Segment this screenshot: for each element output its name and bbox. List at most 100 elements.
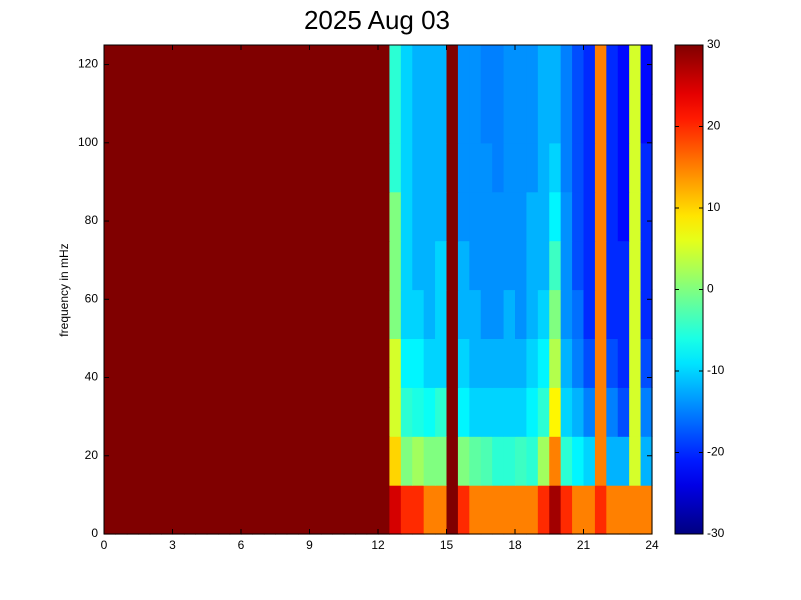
heatmap-cell <box>400 485 413 535</box>
heatmap-cell <box>583 338 596 388</box>
heatmap-cell <box>583 436 596 486</box>
heatmap-cell <box>366 142 379 193</box>
heatmap-cell <box>423 45 436 95</box>
heatmap-cell <box>275 142 288 193</box>
heatmap-cell <box>218 338 231 388</box>
heatmap-cell <box>480 191 493 242</box>
heatmap-cell <box>275 436 288 486</box>
heatmap-cell <box>366 436 379 486</box>
colorbar <box>675 45 703 534</box>
heatmap-cell <box>389 191 402 242</box>
heatmap-cell <box>640 45 653 95</box>
colorbar-tick-label: -10 <box>707 363 725 377</box>
heatmap-cell <box>594 338 607 388</box>
heatmap-cell <box>583 485 596 535</box>
heatmap-cell <box>275 191 288 242</box>
heatmap-cell <box>378 142 391 193</box>
heatmap-cell <box>594 485 607 535</box>
heatmap-cell <box>286 387 299 437</box>
heatmap-cell <box>583 191 596 242</box>
heatmap-cell <box>104 191 117 242</box>
heatmap-cell <box>229 142 242 193</box>
heatmap-cell <box>104 93 117 144</box>
heatmap-cell <box>457 436 470 486</box>
heatmap-cell <box>549 436 562 486</box>
heatmap-cell <box>172 45 185 95</box>
heatmap-cell <box>457 240 470 291</box>
heatmap-cell <box>389 289 402 339</box>
heatmap-cell <box>492 338 505 388</box>
heatmap-cell <box>640 289 653 339</box>
heatmap-cell <box>252 240 265 291</box>
heatmap-cell <box>446 436 459 486</box>
x-tick-label: 24 <box>645 538 659 552</box>
heatmap-cell <box>366 387 379 437</box>
heatmap-cell <box>423 93 436 144</box>
heatmap-cell <box>286 338 299 388</box>
heatmap-cell <box>195 289 208 339</box>
heatmap-cell <box>617 93 630 144</box>
heatmap-cell <box>503 45 516 95</box>
heatmap-cell <box>206 387 219 437</box>
heatmap-cell <box>115 289 128 339</box>
y-tick-label: 0 <box>91 526 98 540</box>
heatmap-cell <box>286 485 299 535</box>
heatmap-cell <box>457 338 470 388</box>
heatmap-cell <box>400 289 413 339</box>
heatmap-cell <box>172 485 185 535</box>
heatmap-cell <box>412 289 425 339</box>
heatmap-cell <box>412 45 425 95</box>
heatmap-cell <box>275 289 288 339</box>
heatmap-cell <box>241 387 254 437</box>
colorbar-tick-label: 30 <box>707 37 721 51</box>
heatmap-cell <box>320 485 333 535</box>
heatmap-cell <box>446 338 459 388</box>
heatmap-cell <box>457 191 470 242</box>
heatmap-cell <box>492 45 505 95</box>
heatmap-cell <box>435 142 448 193</box>
heatmap-cell <box>583 240 596 291</box>
heatmap-cell <box>640 142 653 193</box>
heatmap-cell <box>412 338 425 388</box>
heatmap-cell <box>549 191 562 242</box>
heatmap-cell <box>560 387 573 437</box>
heatmap-cell <box>400 45 413 95</box>
heatmap-cell <box>309 338 322 388</box>
heatmap-cell <box>218 387 231 437</box>
heatmap-cell <box>515 387 528 437</box>
heatmap-cell <box>549 387 562 437</box>
y-tick-label: 20 <box>85 448 99 462</box>
heatmap-cell <box>537 387 550 437</box>
heatmap-cell <box>206 191 219 242</box>
heatmap-cell <box>183 191 196 242</box>
heatmap-cell <box>366 45 379 95</box>
heatmap-cell <box>206 240 219 291</box>
heatmap-cell <box>629 387 642 437</box>
heatmap-cell <box>515 240 528 291</box>
heatmap-cell <box>332 338 345 388</box>
heatmap-cell <box>355 485 368 535</box>
heatmap-cell <box>572 45 585 95</box>
heatmap-cell <box>309 289 322 339</box>
heatmap-cell <box>457 45 470 95</box>
heatmap-cell <box>355 45 368 95</box>
heatmap-cell <box>229 93 242 144</box>
heatmap-cell <box>549 289 562 339</box>
heatmap-cell <box>537 240 550 291</box>
heatmap-cell <box>138 240 151 291</box>
heatmap-cell <box>537 45 550 95</box>
heatmap-cell <box>355 387 368 437</box>
colorbar-tick-label: 0 <box>707 282 714 296</box>
heatmap-cell <box>263 436 276 486</box>
heatmap-cell <box>161 45 174 95</box>
heatmap-cell <box>286 436 299 486</box>
heatmap-cell <box>343 93 356 144</box>
heatmap-cell <box>104 436 117 486</box>
heatmap-cell <box>332 289 345 339</box>
x-tick-label: 15 <box>440 538 454 552</box>
heatmap-cell <box>560 338 573 388</box>
heatmap-cell <box>400 240 413 291</box>
heatmap-cell <box>252 93 265 144</box>
heatmap-cell <box>343 191 356 242</box>
heatmap-cell <box>298 338 311 388</box>
